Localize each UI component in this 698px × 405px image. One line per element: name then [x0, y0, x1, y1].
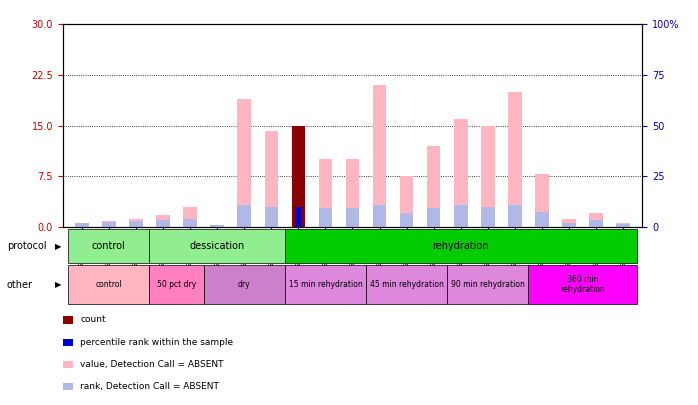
Bar	[427, 208, 440, 227]
Text: 360 min
rehydration: 360 min rehydration	[560, 275, 605, 294]
Text: control: control	[92, 241, 126, 251]
Bar	[400, 176, 413, 227]
Bar	[295, 207, 302, 227]
Text: ▶: ▶	[54, 241, 61, 251]
Bar	[129, 220, 142, 227]
Bar	[129, 222, 142, 227]
Bar	[319, 159, 332, 227]
Bar	[75, 224, 89, 227]
Bar	[508, 205, 521, 227]
Bar	[535, 174, 549, 227]
Bar	[265, 131, 278, 227]
Bar	[102, 221, 116, 227]
Bar	[427, 146, 440, 227]
Bar	[535, 212, 549, 227]
Bar	[481, 207, 495, 227]
Bar	[589, 213, 603, 227]
Text: percentile rank within the sample: percentile rank within the sample	[80, 338, 233, 347]
Bar	[454, 119, 468, 227]
Bar	[481, 126, 495, 227]
Text: ▶: ▶	[54, 280, 61, 289]
Text: 50 pct dry: 50 pct dry	[157, 280, 196, 289]
Text: dessication: dessication	[189, 241, 245, 251]
Text: 15 min rehydration: 15 min rehydration	[288, 280, 362, 289]
Bar	[373, 205, 386, 227]
Bar	[346, 208, 359, 227]
Bar	[75, 224, 89, 227]
Text: protocol: protocol	[7, 241, 47, 251]
Bar	[616, 224, 630, 227]
Bar	[184, 207, 197, 227]
Bar	[237, 98, 251, 227]
Text: value, Detection Call = ABSENT: value, Detection Call = ABSENT	[80, 360, 224, 369]
Bar	[400, 213, 413, 227]
Bar	[563, 219, 576, 227]
Bar	[589, 220, 603, 227]
Bar	[563, 223, 576, 227]
Bar	[184, 220, 197, 227]
Bar	[508, 92, 521, 227]
Bar	[210, 225, 224, 227]
Text: 90 min rehydration: 90 min rehydration	[451, 280, 525, 289]
Text: rank, Detection Call = ABSENT: rank, Detection Call = ABSENT	[80, 382, 219, 391]
Text: 45 min rehydration: 45 min rehydration	[370, 280, 443, 289]
Bar	[210, 225, 224, 227]
Bar	[373, 85, 386, 227]
Bar	[102, 222, 116, 227]
Text: dry: dry	[238, 280, 251, 289]
Bar	[156, 215, 170, 227]
Bar	[292, 126, 305, 227]
Bar	[346, 159, 359, 227]
Text: other: other	[7, 279, 33, 290]
Bar	[319, 208, 332, 227]
Bar	[156, 220, 170, 227]
Bar	[237, 205, 251, 227]
Bar	[616, 223, 630, 227]
Bar	[454, 205, 468, 227]
Text: control: control	[96, 280, 122, 289]
Bar	[265, 207, 278, 227]
Text: rehydration: rehydration	[433, 241, 489, 251]
Text: count: count	[80, 315, 106, 324]
